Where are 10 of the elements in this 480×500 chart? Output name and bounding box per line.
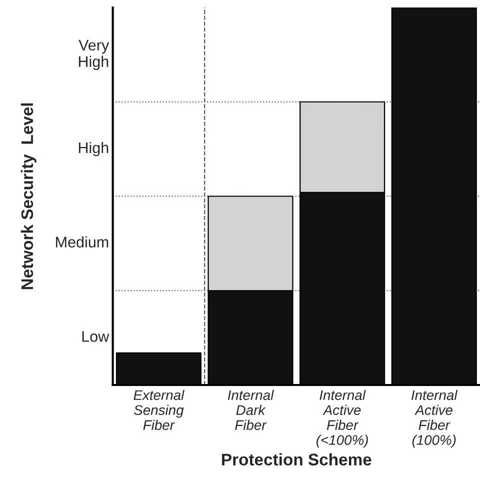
x-tick-label: Internal Active Fiber (<100%): [316, 390, 368, 448]
text: Medium: [56, 236, 108, 248]
x-axis-title: Protection Scheme: [222, 453, 372, 466]
x-tick-label: External Sensing Fiber: [134, 390, 184, 430]
text: Low: [82, 331, 110, 342]
x-tick-label: Internal Dark Fiber: [228, 390, 274, 430]
text: Very High: [78, 40, 110, 70]
text: High: [78, 142, 108, 156]
y-axis-title: Network Security Level: [20, 103, 36, 290]
x-tick-label: Internal Active Fiber (100%): [411, 390, 458, 448]
